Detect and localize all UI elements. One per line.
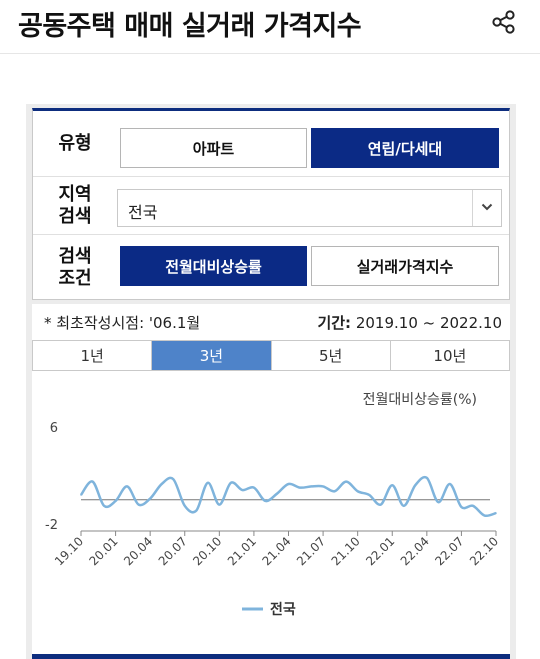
condition-change-rate-button[interactable]: 전월대비상승률 [120,246,307,286]
chart-svg: 전월대비상승률(%)6-219.10 20.01 20.04 20.07 20.10 21… [45,392,501,618]
period-value: 2019.10 ~ 2022.10 [355,314,502,332]
data-point [183,505,186,507]
chevron-down-icon [481,203,493,211]
data-point [333,490,336,493]
x-tick-label: 22.10 [467,534,501,568]
data-point [80,494,82,496]
data-point [114,500,117,502]
data-point [310,485,313,488]
y-tick-label: -2 [45,518,58,533]
period-label: 기간: [317,314,352,332]
info-bar: * 최초작성시점: '06.1월 기간: 2019.10 ~ 2022.10 [32,304,510,340]
y-tick-label: 6 [50,421,58,436]
tab-1y[interactable]: 1년 [80,347,104,365]
data-point [356,490,359,493]
data-point [172,478,175,480]
data-point [437,501,440,503]
data-point [483,514,486,517]
type-apartment-button[interactable]: 아파트 [120,128,307,168]
tab-3y[interactable]: 3년 [151,341,271,370]
data-point [230,481,232,484]
filter-panel: 유형 아파트 연립/다세대 지역 검색 전국 검색 조건 전월대비상승률 실거래… [32,108,510,300]
data-point [391,484,394,486]
data-point [137,503,140,506]
card-bottom-border [32,654,510,659]
x-tick-label: 22.01 [363,534,397,568]
data-point [207,481,209,484]
x-tick-label: 19.10 [52,534,86,568]
filter-row-type: 유형 아파트 연립/다세대 [33,111,509,177]
x-tick-label: 21.01 [225,534,259,568]
data-point [460,506,463,508]
data-point [449,483,451,485]
x-tick-label: 20.07 [156,534,190,568]
data-point [322,485,324,488]
region-select[interactable]: 전국 [117,189,502,227]
data-point [126,485,128,488]
tab-5y[interactable]: 5년 [270,341,390,370]
y-axis-label: 전월대비상승률(%) [363,392,477,408]
line-chart: 전월대비상승률(%) 6 -2 19.10 20.01 20.04 20.07 20.10 21… [32,371,510,654]
data-point [276,492,278,495]
data-point [287,483,290,485]
condition-label: 검색 조건 [58,245,92,289]
data-point [379,503,382,506]
data-point [241,489,244,491]
page-title: 공동주택 매매 실거래 가격지수 [18,11,362,42]
share-icon[interactable] [489,7,519,37]
data-point [103,505,105,507]
type-label: 유형 [58,132,92,154]
x-tick-label: 22.04 [398,534,432,568]
data-point [472,505,474,507]
x-tick-label: 21.07 [294,534,328,568]
filter-row-region: 지역 검색 전국 [33,177,509,235]
data-point [299,486,301,489]
data-point [402,505,405,507]
legend-label: 전국 [270,601,296,618]
region-label: 지역 검색 [58,183,92,227]
data-point [414,484,417,486]
filter-row-condition: 검색 조건 전월대비상승률 실거래가격지수 [33,235,509,300]
condition-price-index-button[interactable]: 실거래가격지수 [311,246,499,286]
data-point [368,494,370,496]
data-point [149,497,151,500]
x-tick-label: 20.10 [190,534,224,568]
region-select-arrow[interactable] [472,190,501,226]
x-tick-label: 20.01 [87,534,121,568]
data-point [218,503,221,506]
data-point [91,480,94,483]
type-rowhouse-button[interactable]: 연립/다세대 [311,128,499,168]
data-point [426,477,428,479]
x-tick-label: 21.04 [259,534,293,568]
data-point [495,512,497,514]
spacer [0,55,540,104]
x-tick-label: 20.04 [121,534,155,568]
period-info: 기간: 2019.10 ~ 2022.10 [317,312,502,333]
data-point [253,486,255,489]
data-point [160,483,163,485]
data-point [345,480,347,483]
index-card: 유형 아파트 연립/다세대 지역 검색 전국 검색 조건 전월대비상승률 실거래… [26,104,516,659]
period-tabs: 1년 3년 5년 10년 [32,340,510,371]
data-point [195,509,198,512]
x-tick-label: 22.07 [432,534,466,568]
region-select-value: 전국 [128,203,158,222]
x-tick-label: 21.10 [329,534,363,568]
tab-10y[interactable]: 10년 [389,341,509,370]
series-line-jeonguk [79,475,497,518]
app-header: 공동주택 매매 실거래 가격지수 [0,0,540,54]
data-point [264,500,267,502]
first-date-note: * 최초작성시점: '06.1월 [44,314,201,332]
